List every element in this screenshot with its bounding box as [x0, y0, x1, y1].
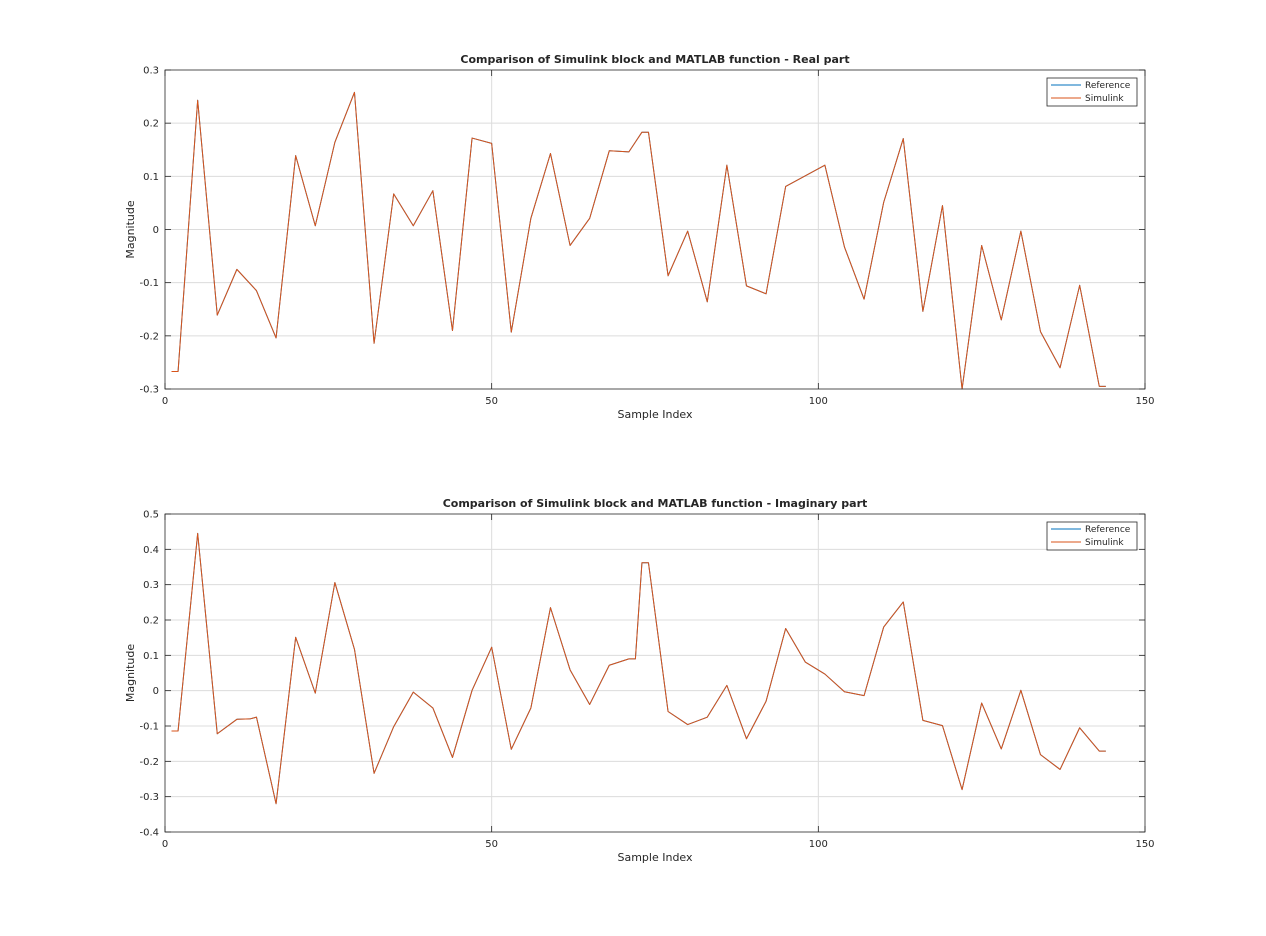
y-tick-label: -0.3	[139, 385, 159, 396]
y-tick-label: 0.5	[143, 510, 159, 521]
y-tick-label: 0.3	[143, 66, 159, 77]
y-tick-label: 0.1	[143, 651, 159, 662]
chart-title: Comparison of Simulink block and MATLAB …	[460, 53, 849, 66]
y-tick-label: -0.4	[139, 828, 159, 839]
y-axis-label: Magnitude	[124, 644, 137, 703]
x-tick-label: 100	[809, 839, 828, 850]
y-tick-label: 0.4	[143, 545, 159, 556]
legend-simulink-label: Simulink	[1085, 538, 1124, 548]
x-tick-label: 150	[1135, 396, 1154, 407]
legend-simulink-label: Simulink	[1085, 94, 1124, 104]
legend-box	[1046, 521, 1138, 551]
y-tick-label: 0	[153, 225, 159, 236]
legend-box	[1046, 77, 1138, 107]
subplot-imaginary-part: 0 50 100 150 -0.4 -0.3 -0.2 -0.1 0 0.1 0.2 0.3 0.4 0.…	[124, 497, 1155, 864]
x-tick-label: 50	[485, 396, 498, 407]
x-tick-label: 0	[162, 839, 168, 850]
y-axis-label: Magnitude	[124, 200, 137, 259]
y-tick-label: 0.1	[143, 172, 159, 183]
y-tick-label: -0.3	[139, 792, 159, 803]
axes-background	[165, 514, 1145, 832]
x-tick-label: 100	[809, 396, 828, 407]
y-tick-label: -0.2	[139, 331, 159, 342]
y-tick-label: -0.1	[139, 722, 159, 733]
x-axis-label: Sample Index	[617, 408, 693, 421]
y-tick-label: 0	[153, 686, 159, 697]
y-tick-label: 0.2	[143, 119, 159, 130]
axes-box	[164, 513, 1146, 833]
y-tick-label: 0.2	[143, 616, 159, 627]
x-tick-label: 0	[162, 396, 168, 407]
simulink-series-line	[171, 91, 1106, 390]
subplot-real-part: 0 50 100 150 -0.3 -0.2 -0.1 0 0.1 0.2 0.3 Compariso…	[124, 53, 1155, 421]
x-tick-label: 150	[1135, 839, 1154, 850]
y-tick-label: -0.2	[139, 757, 159, 768]
legend: Reference Simulink	[1046, 77, 1138, 107]
x-axis-label: Sample Index	[617, 851, 693, 864]
chart-title: Comparison of Simulink block and MATLAB …	[443, 497, 868, 510]
y-tick-label: -0.1	[139, 278, 159, 289]
y-tick-label: 0.3	[143, 580, 159, 591]
legend-reference-label: Reference	[1085, 81, 1131, 91]
legend: Reference Simulink	[1046, 521, 1138, 551]
legend-reference-label: Reference	[1085, 525, 1131, 535]
simulink-series-line	[171, 532, 1106, 805]
x-tick-label: 50	[485, 839, 498, 850]
